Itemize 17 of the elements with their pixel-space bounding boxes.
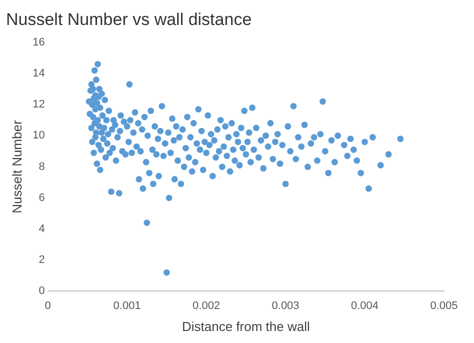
chart-title: Nusselt Number vs wall distance bbox=[6, 10, 252, 29]
y-tick-label: 8 bbox=[38, 160, 45, 173]
x-tick-label: 0.002 bbox=[192, 300, 220, 312]
y-tick-label: 16 bbox=[32, 36, 45, 48]
y-tick-label: 10 bbox=[32, 130, 45, 142]
y-axis-title: Nusselt Number bbox=[9, 120, 24, 214]
y-tick-label: 0 bbox=[38, 285, 45, 298]
y-tick-label: 6 bbox=[38, 192, 45, 204]
x-axis-title: Distance from the wall bbox=[182, 318, 310, 334]
x-tick-label: 0.005 bbox=[430, 300, 458, 312]
x-tick-label: 0.004 bbox=[351, 300, 379, 312]
y-tick-label: 14 bbox=[32, 68, 45, 80]
y-tick-label: 12 bbox=[32, 98, 45, 111]
y-tick-label: 4 bbox=[38, 223, 45, 236]
x-tick-label: 0.003 bbox=[272, 300, 300, 312]
x-tick-label: 0.001 bbox=[113, 300, 141, 312]
y-tick-label: 2 bbox=[38, 254, 45, 266]
